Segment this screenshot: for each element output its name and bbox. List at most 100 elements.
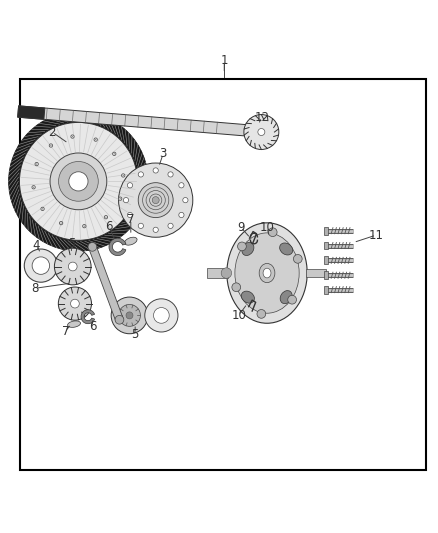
Circle shape <box>83 224 86 228</box>
Circle shape <box>41 207 44 211</box>
Circle shape <box>59 161 98 201</box>
Circle shape <box>72 136 73 138</box>
Circle shape <box>127 212 133 217</box>
Circle shape <box>288 295 297 304</box>
Circle shape <box>221 268 232 278</box>
Ellipse shape <box>279 243 293 255</box>
Ellipse shape <box>227 223 307 323</box>
Circle shape <box>168 172 173 177</box>
Bar <box>324 256 328 264</box>
Text: 4: 4 <box>33 239 40 252</box>
Circle shape <box>138 223 144 229</box>
Circle shape <box>49 144 53 147</box>
Wedge shape <box>109 238 126 256</box>
Circle shape <box>153 308 169 323</box>
Circle shape <box>60 221 63 225</box>
Circle shape <box>58 287 92 320</box>
Circle shape <box>138 183 173 217</box>
Circle shape <box>36 163 37 165</box>
Text: 3: 3 <box>159 147 167 160</box>
Text: 10: 10 <box>260 221 275 233</box>
Bar <box>324 286 328 294</box>
Text: 10: 10 <box>231 309 246 322</box>
Circle shape <box>9 111 148 251</box>
Circle shape <box>71 135 74 138</box>
Circle shape <box>69 172 88 191</box>
Circle shape <box>60 222 62 224</box>
Circle shape <box>183 198 188 203</box>
Text: 11: 11 <box>369 229 384 241</box>
Circle shape <box>257 310 266 318</box>
Circle shape <box>94 138 97 141</box>
Circle shape <box>35 163 38 166</box>
Circle shape <box>119 163 193 237</box>
Circle shape <box>113 152 116 156</box>
Circle shape <box>84 225 85 227</box>
Circle shape <box>68 262 77 271</box>
Circle shape <box>24 249 57 282</box>
Circle shape <box>124 198 129 203</box>
Circle shape <box>237 242 246 251</box>
Bar <box>20 79 426 470</box>
Circle shape <box>127 183 133 188</box>
Circle shape <box>120 198 121 199</box>
Circle shape <box>258 128 265 135</box>
Circle shape <box>115 316 124 324</box>
Circle shape <box>19 123 138 240</box>
Bar <box>306 269 325 277</box>
Circle shape <box>126 312 133 319</box>
Ellipse shape <box>67 321 81 327</box>
Text: 2: 2 <box>49 126 56 139</box>
Circle shape <box>119 304 141 326</box>
Text: 7: 7 <box>62 325 69 337</box>
Circle shape <box>105 216 106 218</box>
Bar <box>324 241 328 249</box>
Wedge shape <box>81 310 95 324</box>
Bar <box>324 271 328 279</box>
Circle shape <box>50 153 107 210</box>
Circle shape <box>232 283 240 292</box>
Ellipse shape <box>241 291 254 303</box>
Ellipse shape <box>280 290 292 304</box>
Circle shape <box>33 187 34 188</box>
Circle shape <box>123 175 124 176</box>
Circle shape <box>54 248 91 285</box>
Circle shape <box>268 228 277 237</box>
Circle shape <box>50 145 52 146</box>
Text: 9: 9 <box>237 221 244 233</box>
Circle shape <box>113 153 115 155</box>
Bar <box>207 268 228 278</box>
Polygon shape <box>18 106 45 119</box>
Polygon shape <box>18 106 257 137</box>
Text: 12: 12 <box>254 111 269 124</box>
Circle shape <box>138 172 144 177</box>
Text: 6: 6 <box>105 220 113 233</box>
Text: 5: 5 <box>131 328 139 341</box>
Circle shape <box>111 297 148 334</box>
Circle shape <box>152 197 159 204</box>
Circle shape <box>104 215 108 219</box>
Ellipse shape <box>124 237 137 245</box>
Circle shape <box>71 299 79 308</box>
Circle shape <box>32 185 35 189</box>
Ellipse shape <box>259 263 275 282</box>
Circle shape <box>153 227 158 232</box>
Ellipse shape <box>242 243 254 255</box>
Circle shape <box>179 212 184 217</box>
Text: 7: 7 <box>127 213 134 226</box>
Circle shape <box>153 168 158 173</box>
Circle shape <box>95 139 96 140</box>
Circle shape <box>168 223 173 229</box>
Circle shape <box>293 254 302 263</box>
Circle shape <box>145 299 178 332</box>
Text: 5: 5 <box>68 237 75 251</box>
Polygon shape <box>89 246 123 321</box>
Circle shape <box>32 257 49 274</box>
Text: 8: 8 <box>31 282 39 295</box>
Bar <box>324 227 328 235</box>
Circle shape <box>88 243 97 251</box>
Text: 1: 1 <box>220 54 228 67</box>
Circle shape <box>244 115 279 149</box>
Ellipse shape <box>235 233 299 313</box>
Circle shape <box>122 174 125 177</box>
